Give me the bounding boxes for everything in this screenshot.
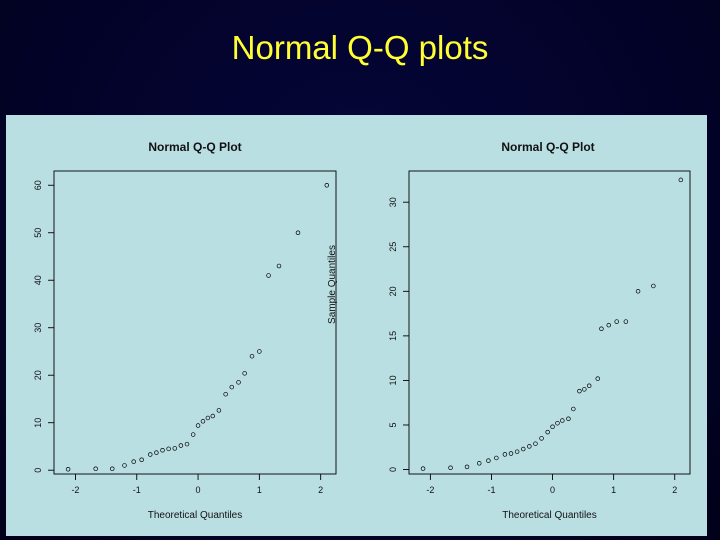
data-point bbox=[486, 458, 491, 463]
x-tick-label: -1 bbox=[133, 485, 141, 495]
data-point bbox=[178, 443, 184, 448]
data-point bbox=[172, 446, 178, 451]
qq-plots-svg: Normal Q-Q Plot-2 -1 0 1 20102030405060Theor… bbox=[33, 140, 691, 521]
data-point bbox=[257, 349, 262, 354]
data-point bbox=[295, 230, 301, 235]
data-point bbox=[678, 177, 684, 183]
data-point bbox=[223, 391, 228, 397]
data-point bbox=[566, 416, 571, 421]
x-tick-label: -2 bbox=[71, 485, 79, 495]
y-tick-label: 0 bbox=[388, 467, 398, 472]
data-point bbox=[477, 461, 482, 466]
x-tick-label: 0 bbox=[550, 485, 555, 495]
data-point bbox=[560, 418, 565, 423]
data-point bbox=[582, 387, 587, 392]
data-point bbox=[122, 463, 127, 468]
data-point bbox=[508, 451, 514, 456]
x-tick-label: 2 bbox=[318, 485, 323, 495]
data-point bbox=[154, 450, 159, 455]
data-point bbox=[533, 441, 538, 446]
data-point bbox=[494, 455, 499, 461]
qq-plot-right: Normal Q-Q Plot-2 -1 0 1 2051015202530Theore… bbox=[327, 140, 691, 521]
data-point bbox=[527, 444, 532, 449]
data-point bbox=[545, 429, 550, 435]
x-tick-label: -2 bbox=[426, 485, 434, 495]
data-point bbox=[614, 319, 619, 324]
data-point bbox=[131, 459, 136, 464]
x-tick-label: 1 bbox=[611, 485, 616, 495]
data-point bbox=[514, 449, 520, 454]
data-point bbox=[586, 383, 592, 389]
y-tick-label: 0 bbox=[33, 468, 43, 473]
data-point bbox=[577, 388, 582, 394]
y-axis-label: Sample Quantiles bbox=[327, 245, 338, 324]
x-tick-label: 0 bbox=[196, 485, 201, 495]
data-point bbox=[93, 466, 98, 472]
x-tick-label: 1 bbox=[257, 485, 262, 495]
data-point bbox=[216, 408, 222, 413]
data-point bbox=[160, 448, 165, 453]
y-tick-label: 10 bbox=[388, 375, 398, 385]
x-tick-label: -1 bbox=[487, 485, 495, 495]
y-tick-label: 60 bbox=[33, 180, 43, 190]
data-point bbox=[623, 319, 629, 324]
data-point bbox=[502, 452, 508, 457]
data-point bbox=[236, 380, 241, 385]
data-point bbox=[571, 406, 576, 412]
data-point bbox=[324, 182, 330, 188]
data-point bbox=[147, 452, 153, 457]
data-point bbox=[190, 432, 196, 437]
data-point bbox=[276, 263, 282, 269]
data-point bbox=[606, 322, 612, 328]
data-point bbox=[595, 376, 601, 381]
y-tick-label: 10 bbox=[33, 418, 43, 428]
y-tick-label: 15 bbox=[388, 331, 398, 341]
y-tick-label: 20 bbox=[388, 286, 398, 296]
data-point bbox=[195, 423, 201, 428]
data-point bbox=[266, 273, 271, 278]
x-tick-label: 2 bbox=[672, 485, 677, 495]
plot-frame bbox=[408, 170, 691, 475]
data-point bbox=[109, 466, 115, 472]
data-point bbox=[210, 413, 216, 419]
data-point bbox=[599, 326, 604, 331]
data-point bbox=[139, 457, 144, 463]
x-axis-label: Theoretical Quantiles bbox=[502, 510, 597, 521]
y-tick-label: 30 bbox=[388, 197, 398, 207]
data-point bbox=[539, 436, 544, 441]
y-tick-label: 50 bbox=[33, 228, 43, 238]
data-point bbox=[550, 424, 555, 430]
slide-title: Normal Q-Q plots bbox=[231, 29, 489, 66]
data-point bbox=[635, 289, 641, 294]
data-point bbox=[205, 415, 211, 421]
y-tick-label: 20 bbox=[33, 370, 43, 380]
data-point bbox=[229, 384, 235, 390]
plot-panel: Normal Q-Q Plot -2 -1 0 1 2 0 10 20 30 40 50 60 Theor… bbox=[6, 115, 707, 536]
data-point bbox=[555, 420, 560, 426]
data-point bbox=[651, 283, 656, 289]
data-point bbox=[200, 419, 206, 424]
data-point bbox=[184, 441, 190, 447]
qq-plot-left: Normal Q-Q Plot-2 -1 0 1 20102030405060Theor… bbox=[33, 140, 337, 521]
plot-title: Normal Q-Q Plot bbox=[148, 140, 241, 154]
data-point bbox=[65, 467, 71, 472]
plot-title: Normal Q-Q Plot bbox=[501, 140, 594, 154]
y-tick-label: 30 bbox=[33, 323, 43, 333]
data-point bbox=[242, 371, 247, 376]
y-tick-label: 25 bbox=[388, 242, 398, 252]
data-point bbox=[420, 466, 426, 471]
data-point bbox=[249, 353, 255, 359]
y-tick-label: 40 bbox=[33, 275, 43, 285]
x-axis-label: Theoretical Quantiles bbox=[148, 510, 243, 521]
data-point bbox=[448, 465, 453, 471]
data-point bbox=[166, 446, 171, 452]
data-point bbox=[464, 464, 470, 470]
y-tick-label: 5 bbox=[388, 422, 398, 427]
plot-frame bbox=[53, 170, 337, 475]
data-point bbox=[520, 446, 526, 452]
